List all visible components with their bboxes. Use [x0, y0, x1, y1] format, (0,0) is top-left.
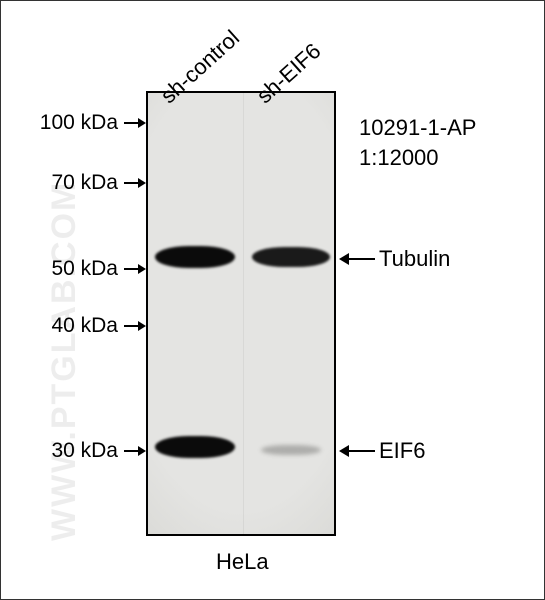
band-arrow-icon — [339, 443, 375, 459]
mw-label: 40 kDa — [51, 314, 118, 338]
band-tubulin-lane1 — [155, 246, 235, 268]
band-label: EIF6 — [379, 438, 425, 464]
mw-arrow-icon — [124, 262, 146, 276]
product-info: 10291-1-AP 1:12000 — [359, 113, 476, 172]
mw-label: 100 kDa — [40, 111, 118, 135]
band-tubulin-lane2 — [252, 247, 330, 267]
watermark-text: WWW.PTGLAB.COM — [45, 181, 84, 541]
mw-arrow-icon — [124, 444, 146, 458]
band-eif6-lane2 — [261, 445, 321, 455]
dilution: 1:12000 — [359, 143, 476, 173]
band-label: Tubulin — [379, 246, 450, 272]
mw-label: 70 kDa — [51, 171, 118, 195]
mw-label: 30 kDa — [51, 439, 118, 463]
blot-background — [148, 93, 334, 534]
blot-area — [146, 91, 336, 536]
mw-label: 50 kDa — [51, 257, 118, 281]
mw-arrow-icon — [124, 116, 146, 130]
catalog-number: 10291-1-AP — [359, 113, 476, 143]
figure-container: WWW.PTGLAB.COM 100 kDa 70 kDa 50 kDa 40 kDa… — [0, 0, 545, 600]
mw-arrow-icon — [124, 176, 146, 190]
mw-arrow-icon — [124, 319, 146, 333]
cell-line-label: HeLa — [216, 549, 269, 575]
band-eif6-lane1 — [155, 436, 235, 458]
band-arrow-icon — [339, 251, 375, 267]
lane-separator — [243, 93, 244, 534]
